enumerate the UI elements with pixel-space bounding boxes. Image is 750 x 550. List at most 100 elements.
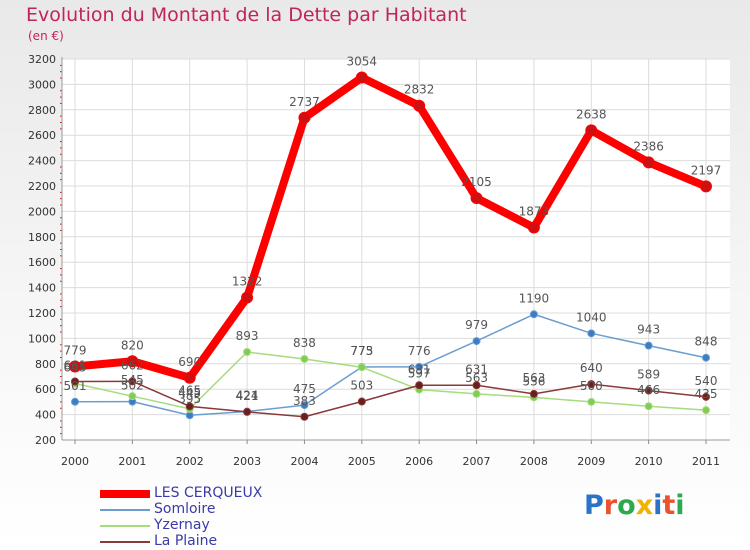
chart-subtitle: (en €): [28, 29, 64, 43]
legend-label-la-plaine: La Plaine: [154, 533, 218, 549]
x-tick-label: 2006: [405, 455, 433, 468]
logo-letter: P: [584, 490, 604, 521]
legend-label-somloire: Somloire: [154, 501, 216, 517]
data-label-la-plaine: 662: [121, 358, 144, 372]
data-label-somloire: 1190: [519, 291, 550, 305]
data-label-yzernay: 500: [580, 379, 603, 393]
data-label-somloire: 475: [293, 382, 316, 396]
y-tick-label: 1800: [28, 231, 56, 244]
data-label-la-plaine: 631: [465, 362, 488, 376]
data-label-somloire: 1040: [576, 310, 607, 324]
x-tick-label: 2010: [635, 455, 663, 468]
data-point-la-plaine: [185, 402, 194, 411]
y-tick-label: 2200: [28, 180, 56, 193]
data-label-yzernay: 563: [465, 371, 488, 385]
data-point-yzernay: [702, 406, 710, 415]
data-label-les-cerqueux: 3054: [347, 55, 378, 69]
logo-letter: o: [617, 490, 636, 521]
data-label-yzernay: 773: [350, 344, 373, 358]
data-label-yzernay: 893: [236, 329, 259, 343]
y-tick-label: 2400: [28, 155, 56, 168]
data-point-les-cerqueux: [413, 99, 426, 112]
y-tick-label: 3000: [28, 78, 56, 91]
y-tick-label: 2600: [28, 129, 56, 142]
data-point-yzernay: [300, 354, 309, 363]
y-tick-label: 200: [35, 434, 56, 447]
data-label-les-cerqueux: 2105: [461, 175, 492, 189]
data-label-la-plaine: 465: [178, 383, 201, 397]
logo-letter: i: [653, 490, 663, 521]
data-point-les-cerqueux: [241, 291, 254, 304]
data-label-yzernay: 445: [178, 386, 201, 400]
data-label-la-plaine: 631: [408, 362, 431, 376]
data-label-somloire: 848: [695, 335, 718, 349]
y-tick-label: 2000: [28, 205, 56, 218]
data-point-somloire: [300, 401, 309, 410]
data-label-les-cerqueux: 2386: [633, 139, 664, 153]
data-point-somloire: [587, 329, 596, 338]
data-label-la-plaine: 383: [293, 394, 316, 408]
data-point-la-plaine: [357, 397, 366, 406]
data-point-la-plaine: [644, 386, 653, 395]
x-tick-label: 2003: [233, 455, 261, 468]
data-point-les-cerqueux: [183, 371, 196, 384]
data-point-la-plaine: [128, 377, 137, 386]
data-point-yzernay: [128, 392, 137, 401]
data-point-les-cerqueux: [585, 124, 598, 137]
proxiti-logo: Proxiti: [584, 490, 685, 521]
x-tick-label: 2009: [577, 455, 605, 468]
data-label-somloire: 424: [236, 389, 259, 403]
x-tick-label: 2007: [463, 455, 491, 468]
data-point-les-cerqueux: [527, 221, 540, 234]
data-label-les-cerqueux: 820: [121, 338, 144, 352]
data-label-la-plaine: 503: [350, 379, 373, 393]
legend-swatch-somloire: [100, 509, 150, 511]
legend-swatch-la-plaine: [100, 541, 150, 543]
y-tick-label: 2800: [28, 104, 56, 117]
data-label-les-cerqueux: 1322: [232, 275, 263, 289]
data-label-la-plaine: 640: [580, 361, 603, 375]
data-point-yzernay: [587, 397, 596, 406]
data-point-somloire: [472, 337, 481, 346]
data-point-yzernay: [644, 402, 653, 411]
data-point-yzernay: [357, 363, 366, 372]
data-label-yzernay: 466: [637, 383, 660, 397]
data-label-la-plaine: 661: [64, 358, 87, 372]
data-point-somloire: [702, 353, 710, 362]
data-label-les-cerqueux: 2197: [691, 163, 722, 177]
data-label-yzernay: 645: [64, 360, 87, 374]
data-label-yzernay: 597: [408, 367, 431, 381]
logo-letter: i: [675, 490, 685, 521]
data-label-la-plaine: 540: [695, 374, 718, 388]
series-line-somloire: [74, 313, 707, 416]
data-label-les-cerqueux: 2832: [404, 83, 435, 97]
data-label-somloire: 943: [637, 323, 660, 337]
data-label-la-plaine: 589: [637, 368, 660, 382]
data-point-somloire: [644, 341, 653, 350]
data-point-la-plaine: [587, 380, 596, 389]
data-label-somloire: 776: [408, 344, 431, 358]
plot-area: [62, 59, 730, 440]
data-point-somloire: [71, 397, 79, 406]
data-label-les-cerqueux: 690: [178, 355, 201, 369]
data-label-les-cerqueux: 2737: [289, 95, 320, 109]
data-point-les-cerqueux: [69, 360, 81, 373]
y-tick-label: 1000: [28, 332, 56, 345]
series-line-yzernay: [74, 351, 707, 411]
data-point-les-cerqueux: [470, 192, 483, 205]
data-label-yzernay: 545: [121, 373, 144, 387]
data-label-les-cerqueux: 2638: [576, 107, 607, 121]
logo-letter: t: [662, 490, 676, 521]
data-point-les-cerqueux: [355, 71, 368, 84]
legend-label-les-cerqueux: LES CERQUEUX: [154, 485, 263, 501]
logo-letter: x: [635, 490, 654, 521]
legend-swatch-les-cerqueux: [100, 490, 150, 498]
data-label-somloire: 501: [64, 379, 87, 393]
data-label-yzernay: 536: [522, 374, 545, 388]
data-label-les-cerqueux: 779: [64, 343, 87, 357]
data-label-somloire: 979: [465, 318, 488, 332]
data-point-yzernay: [243, 347, 252, 356]
data-point-yzernay: [472, 389, 481, 398]
